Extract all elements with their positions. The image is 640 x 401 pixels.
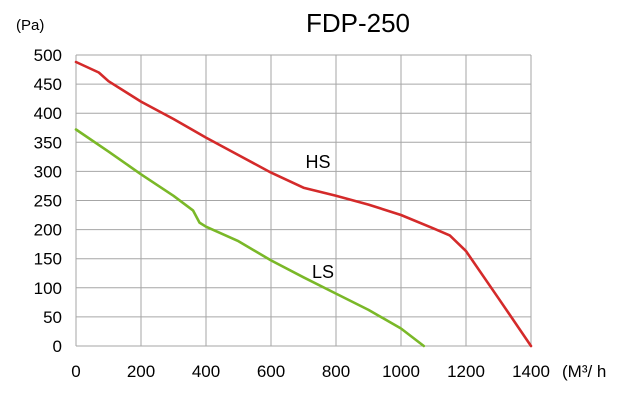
y-axis-ticks: 0 50 100 150 200 250 300 350 400 450 500	[34, 46, 62, 356]
y-tick-label: 50	[43, 308, 62, 327]
series-labels: HS LS	[305, 152, 334, 282]
y-tick-label: 500	[34, 46, 62, 65]
x-axis-unit: (M³/ h	[562, 362, 606, 381]
y-tick-label: 200	[34, 221, 62, 240]
y-axis-unit: (Pa)	[16, 17, 44, 34]
y-tick-label: 450	[34, 75, 62, 94]
series-label-hs: HS	[305, 152, 330, 172]
series-line-ls	[74, 128, 426, 348]
y-tick-label: 250	[34, 192, 62, 211]
x-tick-label: 800	[322, 362, 350, 381]
y-tick-label: 350	[34, 133, 62, 152]
x-tick-label: 1200	[447, 362, 485, 381]
series-layer	[74, 60, 533, 348]
y-tick-label: 100	[34, 279, 62, 298]
x-tick-label: 0	[71, 362, 80, 381]
x-tick-label: 200	[127, 362, 155, 381]
series-label-ls: LS	[312, 262, 334, 282]
x-tick-label: 1400	[512, 362, 550, 381]
chart-title: FDP-250	[306, 8, 410, 38]
x-axis-ticks: 0 200 400 600 800 1000 1200 1400	[71, 362, 550, 381]
series-line-hs	[74, 60, 533, 348]
x-tick-label: 400	[192, 362, 220, 381]
x-tick-label: 600	[257, 362, 285, 381]
y-tick-label: 300	[34, 162, 62, 181]
y-tick-label: 400	[34, 104, 62, 123]
y-tick-label: 150	[34, 250, 62, 269]
y-tick-label: 0	[53, 337, 62, 356]
x-tick-label: 1000	[382, 362, 420, 381]
grid	[75, 54, 532, 347]
